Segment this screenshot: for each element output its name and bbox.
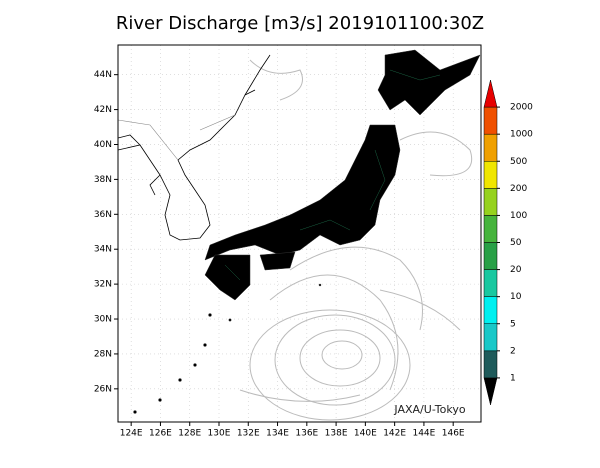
- colorbar-label: 1: [510, 373, 516, 383]
- colorbar-label: 100: [510, 211, 527, 221]
- x-tick-label: 136E: [295, 429, 318, 439]
- y-tick-label: 40N: [94, 140, 112, 150]
- colorbar-label: 50: [510, 238, 522, 248]
- rivers: [224, 69, 441, 281]
- colorbar: 1 2 5 10 20 50 100 200 500 1000 2000: [483, 79, 533, 406]
- colorbar-swatch: [483, 242, 498, 270]
- colorbar-swatch: [483, 215, 498, 243]
- colorbar-label: 500: [510, 157, 527, 167]
- y-tick-label: 42N: [94, 105, 112, 115]
- colorbar-label: 2000: [510, 103, 533, 113]
- x-tick-label: 132E: [237, 429, 260, 439]
- y-tick-label: 38N: [94, 175, 112, 185]
- credit: JAXA/U-Tokyo: [393, 403, 465, 416]
- x-tick-label: 124E: [120, 429, 143, 439]
- contours: [239, 59, 472, 421]
- colorbar-swatch: [483, 188, 498, 216]
- x-tick-label: 126E: [149, 429, 172, 439]
- colorbar-swatch: [483, 269, 498, 297]
- colorbar-swatch: [483, 296, 498, 324]
- title: River Discharge [m3/s] 2019101100:30Z: [116, 13, 484, 34]
- japan-land: [133, 49, 481, 414]
- y-tick-label: 36N: [94, 210, 112, 220]
- x-tick-label: 140E: [354, 429, 377, 439]
- x-tick-label: 134E: [266, 429, 289, 439]
- y-tick-label: 30N: [94, 315, 112, 325]
- map-panel: JAXA/U-Tokyo: [117, 44, 482, 423]
- coastlines: [117, 54, 271, 241]
- colorbar-swatch: [483, 350, 498, 379]
- y-tick-label: 34N: [94, 245, 112, 255]
- colorbar-label: 5: [510, 319, 516, 329]
- colorbar-swatch: [483, 133, 498, 162]
- colorbar-swatch: [483, 161, 498, 189]
- colorbar-swatch: [483, 79, 498, 108]
- colorbar-swatch: [483, 323, 498, 352]
- colorbar-label: 20: [510, 265, 522, 275]
- x-tick-label: 130E: [208, 429, 231, 439]
- colorbar-label: 2: [510, 346, 516, 356]
- y-tick-label: 32N: [94, 280, 112, 290]
- y-tick-label: 26N: [94, 384, 112, 394]
- x-tick-label: 142E: [383, 429, 406, 439]
- x-tick-label: 144E: [412, 429, 435, 439]
- colorbar-swatch: [483, 377, 498, 406]
- y-tick-label: 44N: [94, 70, 112, 80]
- x-tick-label: 138E: [325, 429, 348, 439]
- y-tick-label: 28N: [94, 349, 112, 359]
- borders: [117, 114, 236, 161]
- x-tick-label: 146E: [442, 429, 465, 439]
- colorbar-label: 10: [510, 292, 522, 302]
- colorbar-label: 200: [510, 184, 527, 194]
- x-tick-label: 128E: [178, 429, 201, 439]
- colorbar-label: 1000: [510, 130, 533, 140]
- colorbar-swatch: [483, 106, 498, 135]
- map-frame: [117, 44, 482, 423]
